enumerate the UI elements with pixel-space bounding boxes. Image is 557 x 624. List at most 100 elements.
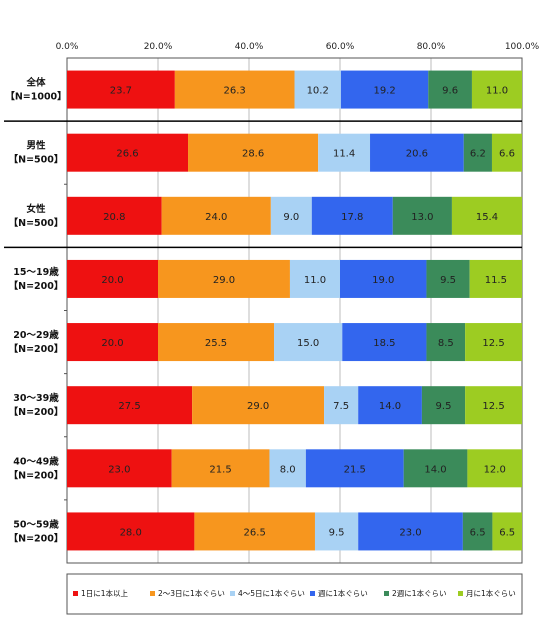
data-label: 8.0 [280,464,296,475]
x-tick-label: 0.0% [56,42,79,52]
bar-segment [467,449,522,488]
bar-segment [342,323,427,362]
data-label: 24.0 [205,212,227,223]
data-label: 11.0 [486,86,508,97]
data-label: 20.0 [101,338,123,349]
data-label: 28.6 [242,149,264,160]
data-label: 12.5 [482,338,504,349]
bar-segment [392,196,452,235]
x-tick-label: 60.0% [326,42,355,52]
category-label: 40～49歳 [13,455,59,467]
category-label: 15～19歳 [13,266,59,278]
data-label: 20.6 [406,149,428,160]
bar-segment [358,512,463,551]
bar-segment [274,323,343,362]
legend-swatch [73,591,78,596]
data-label: 6.5 [470,527,486,538]
data-label: 21.5 [344,464,366,475]
data-label: 21.5 [209,464,231,475]
data-label: 18.5 [373,338,395,349]
category-sublabel: 【N=200】 [9,280,64,292]
category-label: 男性 [26,140,46,152]
category-sublabel: 【N=500】 [9,217,64,229]
bar-segment [188,133,319,172]
bar-segment [161,196,271,235]
data-label: 23.7 [110,86,132,97]
category-sublabel: 【N=200】 [9,532,64,544]
data-label: 15.4 [476,212,498,223]
bar-segment [67,133,189,172]
data-label: 19.0 [372,275,394,286]
data-label: 23.0 [108,464,130,475]
bar-segment [471,70,522,109]
data-label: 11.0 [304,275,326,286]
legend-swatch [384,591,389,596]
bar-segment [270,196,312,235]
bar-segment [174,70,295,109]
bar-segment [463,133,492,172]
bar-segment [67,196,162,235]
bar-segment [318,133,371,172]
bar-segment [305,449,404,488]
data-label: 12.5 [482,401,504,412]
data-label: 17.8 [341,212,363,223]
category-label: 全体 [25,77,46,89]
legend-label: 2週に1本ぐらい [392,588,447,598]
bar-segment [171,449,270,488]
category-label: 20～29歳 [13,329,59,341]
data-label: 9.0 [283,212,299,223]
bar-segment [67,449,172,488]
data-label: 26.3 [224,86,246,97]
legend-label: 2～3日に1本ぐらい [158,588,225,598]
category-label: 女性 [26,203,46,215]
data-label: 19.2 [373,86,395,97]
data-label: 8.5 [438,338,454,349]
bar-segment [465,386,522,425]
legend-label: 1日に1本以上 [81,588,129,598]
bar-segment [194,512,315,551]
bar-segment [469,259,522,298]
data-label: 11.5 [485,275,507,286]
data-label: 23.0 [399,527,421,538]
bar-segment [403,449,468,488]
bar-segment [269,449,306,488]
x-tick-label: 40.0% [235,42,264,52]
data-label: 7.5 [333,401,349,412]
data-label: 6.5 [499,527,515,538]
category-sublabel: 【N=200】 [9,343,64,355]
data-label: 26.5 [244,527,266,538]
data-label: 14.0 [424,464,446,475]
x-tick-label: 80.0% [417,42,446,52]
bar-segment [492,512,522,551]
category-label: 30～39歳 [13,392,59,404]
bar-segment [340,70,429,109]
bar-segment [465,323,522,362]
data-label: 9.5 [436,401,452,412]
bar-segment [311,196,393,235]
data-label: 25.5 [205,338,227,349]
category-sublabel: 【N=500】 [9,154,64,166]
category-sublabel: 【N=200】 [9,406,64,418]
data-label: 9.5 [440,275,456,286]
bar-segment [426,323,466,362]
bar-segment [289,259,340,298]
data-label: 29.0 [213,275,235,286]
bar-segment [324,386,359,425]
bar-segment [67,259,158,298]
data-label: 20.8 [103,212,125,223]
data-label: 6.2 [470,149,486,160]
data-label: 15.0 [297,338,319,349]
legend-swatch [458,591,463,596]
bar-segment [451,196,522,235]
data-label: 11.4 [333,149,355,160]
data-label: 29.0 [247,401,269,412]
legend-label: 4～5日に1本ぐらい [238,588,305,598]
data-label: 6.6 [499,149,515,160]
bar-segment [370,133,464,172]
bar-segment [294,70,341,109]
data-label: 9.6 [442,86,458,97]
data-label: 26.6 [116,149,138,160]
bar-segment [421,386,466,425]
